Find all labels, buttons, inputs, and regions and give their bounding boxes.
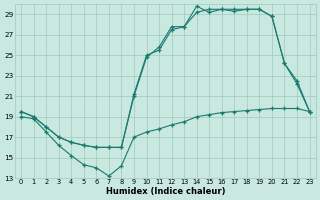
X-axis label: Humidex (Indice chaleur): Humidex (Indice chaleur) — [106, 187, 225, 196]
